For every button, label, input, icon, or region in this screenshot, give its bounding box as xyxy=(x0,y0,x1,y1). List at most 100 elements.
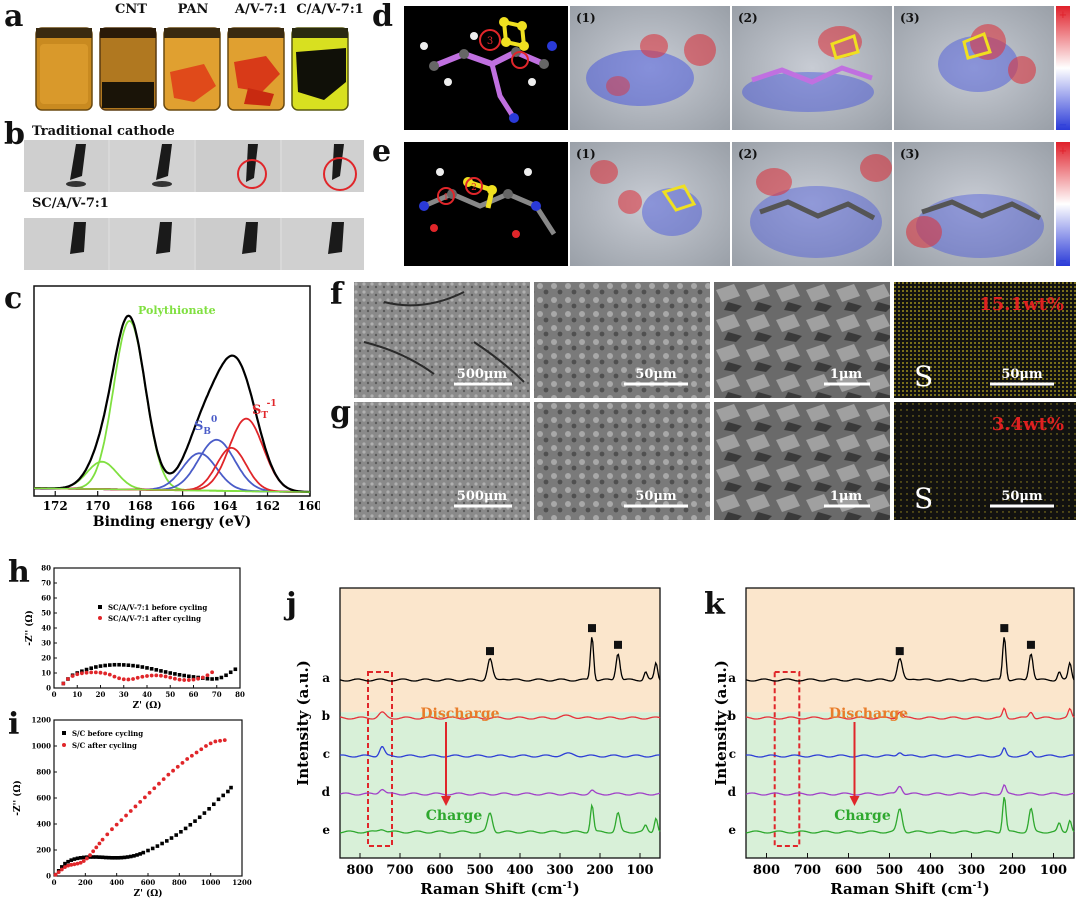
eis-h-point-s0 xyxy=(159,669,163,673)
raman-k-series-b xyxy=(745,707,1075,720)
dft-row-e: + − 2 1 (1) (2) (3) xyxy=(404,142,1070,267)
eis-h-point-s0 xyxy=(145,666,149,670)
dft-e-frame-3: (3) xyxy=(900,147,920,161)
eis-h-point-s1 xyxy=(98,670,103,675)
eis-i-point-s0 xyxy=(128,854,133,859)
eis-i-point-s1 xyxy=(97,841,102,846)
svg-text:3: 3 xyxy=(487,36,493,47)
raman-k-xtick-label: 300 xyxy=(958,863,985,878)
eis-i-xtick-label: 0 xyxy=(52,878,57,887)
eis-h-point-s0 xyxy=(233,667,238,672)
raman-k-xtick-label: 400 xyxy=(917,863,944,878)
eis-h-point-s0 xyxy=(112,662,117,667)
eis-h-point-s1 xyxy=(163,674,168,679)
panel-letter-f: f xyxy=(330,277,343,312)
sem-row-g: 500μm 50μm 1μm S 3.4wt% 50μm xyxy=(354,402,1076,520)
eis-i-point-s0 xyxy=(69,858,74,862)
eis-i-point-s1 xyxy=(128,809,133,813)
eis-h-point-s1 xyxy=(61,681,66,686)
eis-h-point-s1 xyxy=(159,673,163,678)
raman-chart-j: a b c d e Discharge Charge 800 700 600 500 400 300 20… xyxy=(294,587,661,898)
eis-h-point-s1 xyxy=(89,670,94,675)
annotation-polythionate: Polythionate xyxy=(138,304,216,317)
raman-k-peak-marker-2 xyxy=(1026,640,1035,649)
eis-i-point-s1 xyxy=(199,747,204,752)
raman-k-peak-marker-0 xyxy=(895,647,904,656)
eis-i-point-s0 xyxy=(179,830,183,834)
xps-xtick-label: 170 xyxy=(85,499,110,513)
eis-i-point-s1 xyxy=(194,750,199,755)
eis-h-point-s0 xyxy=(131,663,135,668)
eis-i-point-s1 xyxy=(152,786,157,791)
eis-h-point-s1 xyxy=(140,674,145,679)
eis-i-point-s0 xyxy=(122,855,127,860)
jar-5 xyxy=(291,27,349,111)
sem-f-scale-2: 50μm xyxy=(635,367,677,382)
sem-f-scale-3: 1μm xyxy=(830,367,863,382)
eis-h-point-s0 xyxy=(205,676,210,681)
raman-j-curve-label-d: d xyxy=(322,785,331,799)
raman-j-curve-label-e: e xyxy=(322,823,330,837)
eis-i-point-s1 xyxy=(185,757,190,761)
eis-i-point-s1 xyxy=(218,738,222,743)
raman-j-xlabel: Raman Shift (cm-1) xyxy=(420,880,580,898)
eis-i-point-s1 xyxy=(222,738,227,743)
eis-i-xtick-label: 1000 xyxy=(201,878,221,887)
eis-i-point-s0 xyxy=(202,811,207,815)
raman-k-xtick-label: 600 xyxy=(835,863,862,878)
raman-k-curve-label-c: c xyxy=(729,747,736,761)
eis-h-xlabel: Z' (Ω) xyxy=(133,700,162,710)
raman-j-xtick-label: 600 xyxy=(426,863,453,878)
molecule-d: 3 xyxy=(420,17,557,123)
panel-fg-sem: 500μm 50μm 1μm S 15.1wt% 50μm 500μm 50μm… xyxy=(354,282,1076,520)
eis-h-point-s1 xyxy=(205,673,210,678)
eis-i-point-s1 xyxy=(59,867,64,872)
eis-h-point-s1 xyxy=(135,675,140,680)
eis-i-point-s1 xyxy=(94,845,99,850)
eis-h-point-s0 xyxy=(135,664,140,669)
eis-i-point-s0 xyxy=(91,855,95,859)
panel-letter-d: d xyxy=(372,0,393,34)
eis-i-point-s1 xyxy=(133,804,138,809)
eis-h-point-s1 xyxy=(154,673,159,678)
eis-h-point-s1 xyxy=(196,676,201,681)
raman-j-frame xyxy=(339,587,661,859)
colorbar-e xyxy=(1056,142,1070,266)
eis-h-point-s1 xyxy=(177,677,182,682)
raman-k-charge-bg xyxy=(746,712,1074,858)
eis-i-point-s1 xyxy=(166,772,171,777)
eis-i-point-s0 xyxy=(113,856,117,860)
raman-k-xtick-label: 500 xyxy=(876,863,903,878)
eis-i-point-s0 xyxy=(207,806,211,811)
eis-i-point-s0 xyxy=(125,855,130,859)
xps-baseline xyxy=(33,487,311,493)
jar-label-pan: PAN xyxy=(177,2,209,17)
eis-h-point-s1 xyxy=(121,677,126,682)
jar-2 xyxy=(99,27,157,111)
eis-h-point-s1 xyxy=(145,674,149,678)
eis-i-point-s0 xyxy=(103,855,108,860)
eis-i-point-s0 xyxy=(212,802,216,807)
eis-h-point-s0 xyxy=(80,669,84,673)
eis-h-ytick-label: 10 xyxy=(41,669,51,678)
eis-h-xtick-label: 60 xyxy=(189,690,199,699)
eis-i-point-s1 xyxy=(56,870,61,874)
eis-i-point-s1 xyxy=(213,739,218,744)
eis-h-ytick-label: 70 xyxy=(41,579,51,588)
xps-xtick-label: 166 xyxy=(170,499,195,513)
xps-xtick-label: 172 xyxy=(43,499,68,513)
xps-xtick-label: 162 xyxy=(255,499,280,513)
eis-i-point-s1 xyxy=(204,744,208,748)
eis-i-point-s0 xyxy=(72,857,77,861)
eis-h-point-s1 xyxy=(80,671,84,676)
eis-h-point-s1 xyxy=(200,675,205,680)
eis-h-ytick-label: 60 xyxy=(41,594,51,603)
eis-h-point-s1 xyxy=(131,677,135,681)
eis-i-point-s1 xyxy=(138,800,143,804)
xps-envelope xyxy=(34,314,310,494)
panel-letter-a: a xyxy=(4,0,24,34)
eis-h-point-s1 xyxy=(173,676,177,681)
raman-j-xtick-label: 800 xyxy=(346,863,373,878)
eis-h-point-s1 xyxy=(126,677,131,682)
eis-h-point-s0 xyxy=(98,664,103,668)
